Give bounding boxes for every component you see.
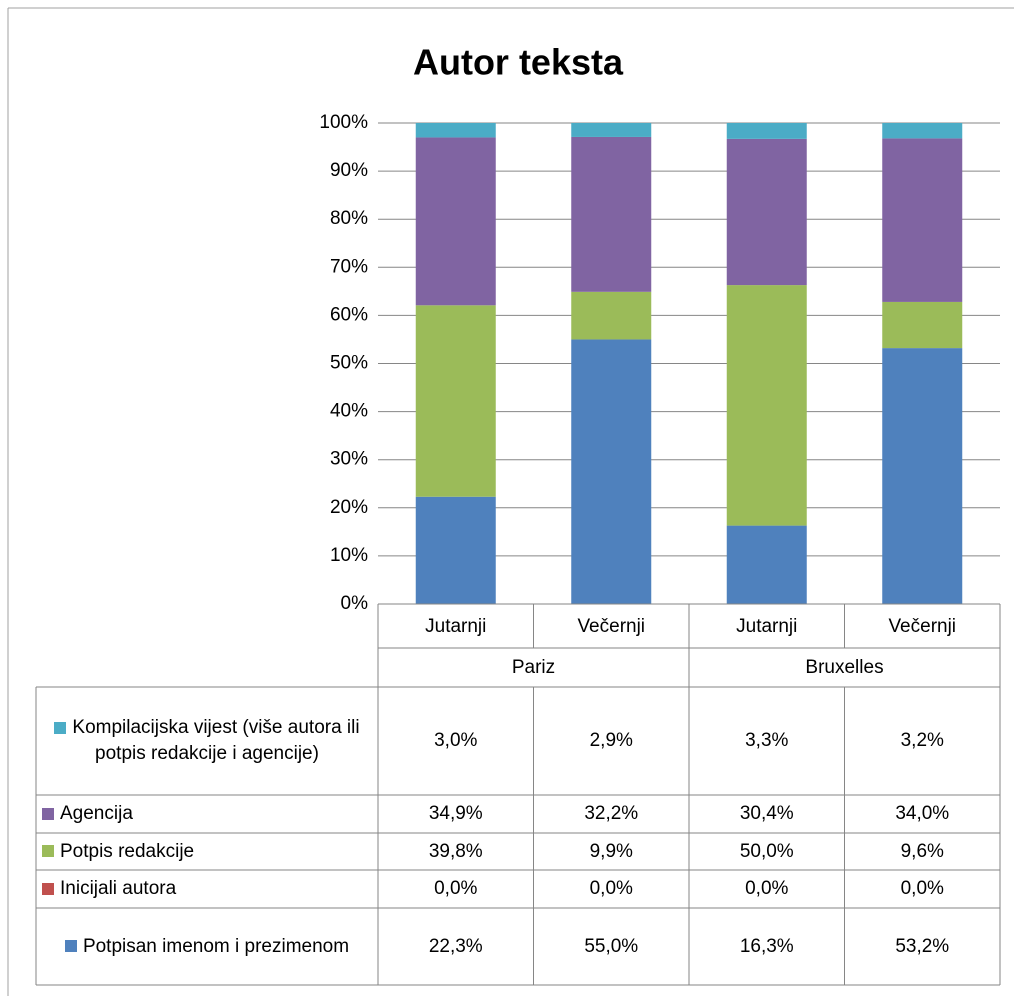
y-tick-label: 0% [341,593,369,614]
value-label: 3,3% [745,730,789,751]
bar-segment [726,138,807,286]
bar-segment [571,291,652,340]
legend-entry: Inicijali autora [36,870,378,908]
value-label: 0,0% [589,878,633,899]
legend-entry: Potpisan imenom i prezimenom [36,908,378,985]
x-tick-label: Jutarnji [736,616,797,637]
legend-label: Agencija [42,801,133,827]
legend-entry: Potpis redakcije [36,833,378,870]
value-label: 39,8% [428,840,483,862]
value-label: 30,4% [739,803,794,824]
chart-title: Autor teksta [413,42,624,83]
bar-segment [571,123,652,137]
bar-segment [571,136,652,292]
legend-label: Inicijali autora [42,876,176,902]
bar-segment [726,525,807,604]
bar-segment [571,339,652,604]
bar-segment [726,123,807,139]
y-tick-label: 80% [330,208,368,229]
x-tick-label: Večernji [888,616,956,637]
legend-marker [54,721,67,734]
group-label: Bruxelles [805,657,883,678]
legend-entry: Agencija [36,795,378,833]
legend-label: Kompilacijska vijest (više autora ili po… [42,715,372,767]
y-tick-label: 100% [319,112,368,133]
legend-marker [64,940,77,953]
y-tick-label: 60% [330,304,368,325]
y-tick-label: 10% [330,545,368,566]
legend-label: Potpis redakcije [42,839,194,865]
bar-segment [415,137,496,306]
bar-segment [415,305,496,497]
value-label: 34,9% [428,803,483,824]
value-label: 9,9% [589,840,633,862]
value-label: 0,0% [900,878,944,899]
group-label: Pariz [512,657,555,678]
value-label: 2,9% [589,730,633,751]
value-label: 53,2% [895,935,950,957]
legend-entry: Kompilacijska vijest (više autora ili po… [36,687,378,795]
value-label: 0,0% [745,878,789,899]
bar-segment [415,123,496,138]
value-label: 32,2% [584,803,639,824]
value-label: 16,3% [739,935,794,957]
bar-segment [882,348,963,604]
y-tick-label: 40% [330,401,368,422]
value-label: 55,0% [584,935,639,957]
value-label: 9,6% [900,840,944,862]
legend-marker [42,807,54,820]
y-tick-label: 30% [330,449,368,470]
bar-segment [882,123,963,139]
value-label: 22,3% [428,935,483,957]
legend-marker [42,882,54,895]
legend-label: Potpisan imenom i prezimenom [64,934,349,960]
y-tick-label: 70% [330,256,368,277]
bar-segment [726,285,807,526]
y-tick-label: 90% [330,160,368,181]
value-label: 34,0% [895,803,950,824]
value-label: 50,0% [739,840,794,862]
x-tick-label: Večernji [577,616,645,637]
y-tick-label: 50% [330,353,368,374]
value-label: 0,0% [434,878,478,899]
bar-segment [415,496,496,604]
y-tick-label: 20% [330,497,368,518]
x-tick-label: Jutarnji [425,616,486,637]
value-label: 3,0% [434,730,478,751]
value-label: 3,2% [900,730,944,751]
bar-segment [882,138,963,302]
legend-marker [42,845,54,858]
bar-segment [882,301,963,349]
